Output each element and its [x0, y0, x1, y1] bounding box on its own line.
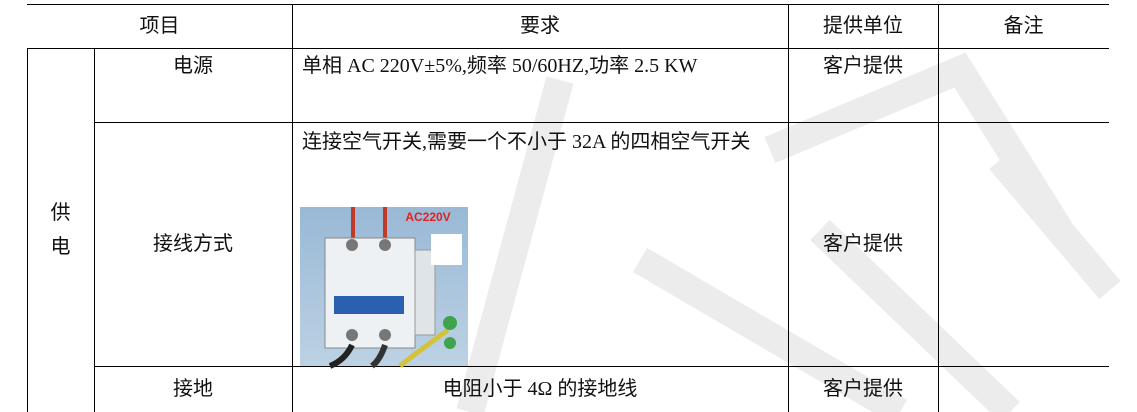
image-label: AC220V — [405, 210, 450, 224]
breaker-image: AC220V — [300, 207, 468, 369]
grid — [27, 4, 1109, 412]
requirement-cell: 连接空气开关,需要一个不小于 32A 的四相空气开关 — [302, 131, 751, 153]
header-cell: 要求 — [520, 15, 560, 37]
item-cell: 接线方式 — [153, 233, 233, 255]
item-cell: 接地 — [173, 378, 213, 400]
provider-cell: 客户提供 — [823, 378, 903, 400]
provider-cell: 客户提供 — [823, 233, 903, 255]
requirement-cell: 单相 AC 220V±5%,频率 50/60HZ,功率 2.5 KW — [302, 55, 698, 77]
requirement-cell: 电阻小于 4Ω 的接地线 — [442, 378, 638, 400]
header-cell: 提供单位 — [823, 15, 903, 37]
header-cell: 备注 — [1003, 15, 1044, 37]
item-cell: 电源 — [173, 55, 213, 77]
group-cell: 供电 — [50, 202, 71, 258]
provider-cell: 客户提供 — [823, 55, 903, 77]
header-cell: 项目 — [139, 15, 180, 37]
watermark — [456, 52, 1121, 412]
